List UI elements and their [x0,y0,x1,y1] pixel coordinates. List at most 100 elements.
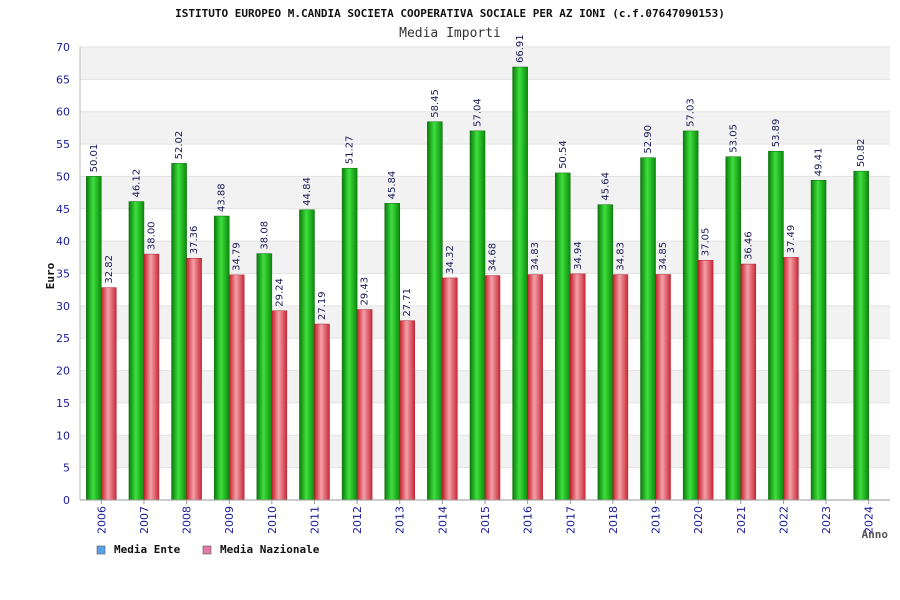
bar-media-nazionale [271,310,288,501]
legend-swatch-media-ente [96,545,106,555]
bar-value-label: 34.32 [445,245,456,274]
bar-value-label: 29.24 [274,278,285,307]
bar-value-label: 50.54 [558,140,569,169]
y-tick-label: 70 [56,41,70,54]
bar-value-label: 52.02 [174,131,185,160]
bar-media-nazionale [612,274,629,501]
y-tick-label: 55 [56,138,70,151]
bar-value-label: 34.79 [232,242,243,271]
chart-title: ISTITUTO EUROPEO M.CANDIA SOCIETA COOPER… [175,7,725,20]
bar-media-ente [213,215,230,501]
y-tick-label: 5 [63,462,70,475]
bar-media-nazionale [186,257,202,501]
bar-media-nazionale [101,287,117,501]
x-tick-label: 2006 [95,506,108,534]
legend-label-media-ente: Media Ente [114,543,181,556]
bar-media-ente [128,201,145,501]
bar-value-label: 34.94 [573,241,584,270]
bar-media-nazionale [527,274,543,501]
y-tick-label: 0 [63,494,70,507]
bar-value-label: 44.84 [302,177,313,206]
bar-value-label: 66.91 [515,34,526,63]
bar-value-label: 46.12 [131,169,142,198]
x-tick-label: 2017 [564,506,577,534]
bar-media-nazionale [399,320,415,501]
y-tick-label: 40 [56,235,70,248]
bar-value-label: 45.84 [387,171,398,200]
bar-media-ente [512,66,528,501]
bar-media-ente [341,167,358,501]
legend-label-media-nazionale: Media Nazionale [220,543,320,556]
x-tick-label: 2015 [479,506,492,534]
bar-media-nazionale [740,263,757,501]
y-tick-label: 60 [56,106,70,119]
bar-value-label: 51.27 [345,136,356,165]
x-tick-label: 2010 [266,506,279,534]
bar-media-ente [427,121,443,501]
x-tick-label: 2016 [522,506,535,534]
bar-media-ente [171,163,187,501]
bar-value-label: 43.88 [217,183,228,212]
bar-media-nazionale [484,275,501,501]
x-tick-label: 2019 [650,506,663,534]
bar-media-nazionale [655,274,671,501]
bar-value-label: 57.04 [473,98,484,127]
bar-value-label: 58.45 [430,89,441,118]
bar-media-ente [682,130,699,501]
bar-value-label: 37.05 [701,228,712,257]
bar-media-ente [725,156,742,501]
x-tick-label: 2013 [394,506,407,534]
bar-media-ente [299,209,315,501]
bar-media-nazionale [228,274,245,501]
x-tick-label: 2022 [777,506,790,534]
bar-value-label: 29.43 [360,277,371,306]
y-tick-label: 30 [56,300,70,313]
x-tick-label: 2011 [308,506,321,534]
grid-band [80,47,890,80]
bar-value-label: 53.05 [728,124,739,153]
y-tick-label: 15 [56,397,70,410]
bar-media-ente [384,203,400,501]
bar-value-label: 45.64 [600,172,611,201]
bar-media-nazionale [697,259,714,501]
bar-media-nazionale [356,309,373,501]
x-tick-label: 2023 [820,506,833,534]
y-tick-label: 45 [56,203,70,216]
bar-media-nazionale [570,273,586,501]
y-tick-label: 20 [56,365,70,378]
y-tick-label: 50 [56,170,70,183]
y-tick-label: 35 [56,268,70,281]
x-tick-label: 2014 [436,506,449,534]
grid-band [80,79,890,112]
bar-value-label: 50.01 [89,144,100,173]
y-tick-label: 25 [56,332,70,345]
bar-value-label: 53.89 [771,119,782,148]
bar-value-label: 27.19 [317,291,328,320]
bar-value-label: 52.90 [643,125,654,154]
bar-media-ente [256,253,273,501]
bar-value-label: 57.03 [686,98,697,127]
bar-value-label: 38.00 [146,221,157,250]
bar-value-label: 50.82 [856,138,867,167]
chart-subtitle: Media Importi [399,26,501,41]
x-axis-label: Anno [862,528,889,541]
bar-media-nazionale [783,257,799,501]
x-axis-ticks: 2006 2007 2008 2009 2010 2011 2012 2013 2014 2015… [95,500,876,534]
x-tick-label: 2018 [607,506,620,534]
bar-value-label: 34.68 [488,243,499,272]
x-tick-label: 2008 [181,506,194,534]
bar-value-label: 34.83 [615,242,626,271]
y-tick-label: 10 [56,429,70,442]
bar-media-nazionale [314,323,330,501]
bar-value-label: 37.36 [189,226,200,255]
bar-media-ente [853,170,869,501]
bar-value-labels: 50.01 32.82 46.12 38.00 52.02 37.36 43.88 34.79… [89,34,867,320]
bar-media-ente [469,130,486,501]
x-tick-label: 2012 [351,506,364,534]
bar-value-label: 27.71 [402,288,413,317]
y-axis-ticks: 0 5 10 15 20 25 30 35 40 45 50 55 60 65 70 [56,41,70,507]
bar-value-label: 37.49 [786,225,797,254]
x-tick-label: 2009 [223,506,236,534]
bar-media-ente [597,204,614,501]
